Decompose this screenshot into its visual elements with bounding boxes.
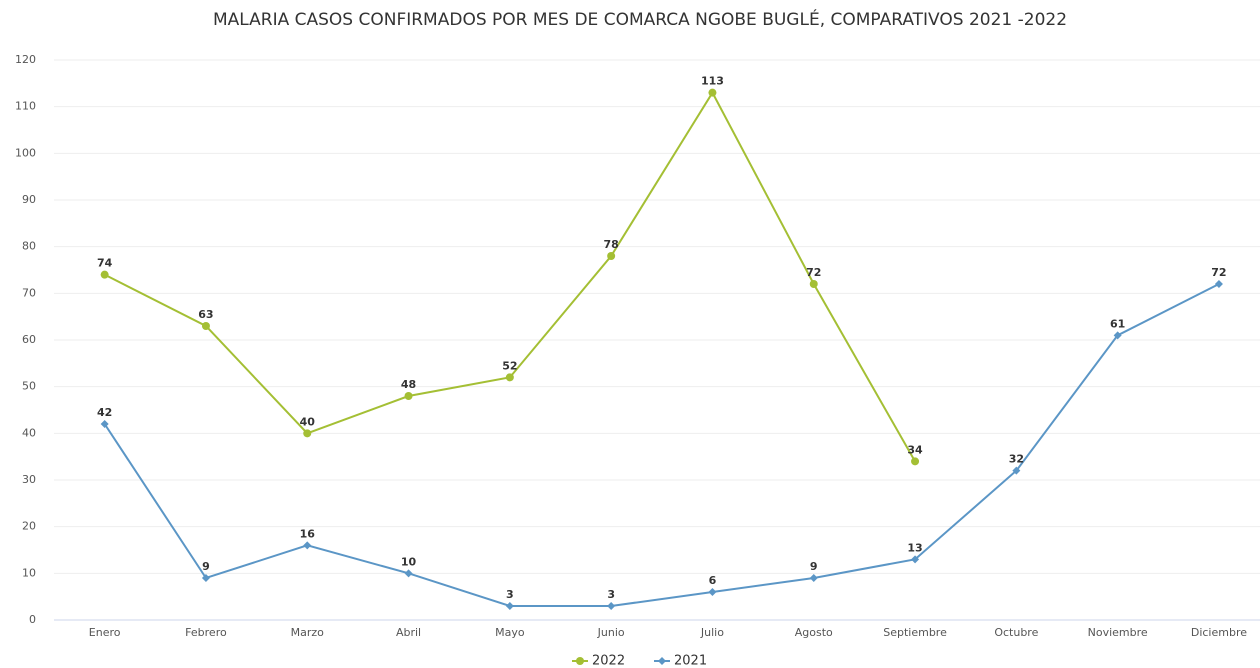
- x-tick-label: Mayo: [495, 626, 525, 639]
- series-line: [103, 283, 1220, 607]
- data-label: 32: [1009, 453, 1024, 466]
- y-tick-label: 110: [15, 100, 36, 113]
- data-label: 72: [1211, 266, 1226, 279]
- data-label: 16: [300, 527, 316, 540]
- point: [201, 574, 210, 582]
- chart-title: MALARIA CASOS CONFIRMADOS POR MES DE COM…: [213, 8, 1067, 30]
- x-tick-label: Julio: [700, 626, 724, 639]
- point: [404, 569, 413, 578]
- point: [911, 457, 920, 466]
- data-label: 78: [603, 238, 618, 251]
- data-label: 13: [907, 541, 922, 554]
- point: [100, 420, 109, 428]
- y-tick-label: 30: [22, 473, 36, 486]
- point: [607, 252, 616, 260]
- point: [809, 280, 818, 288]
- point: [1113, 331, 1122, 340]
- point: [708, 88, 717, 97]
- x-tick-label: Abril: [396, 626, 421, 639]
- point: [1214, 280, 1223, 288]
- point: [607, 602, 616, 610]
- x-tick-label: Junio: [597, 626, 625, 639]
- legend-marker: [576, 657, 584, 665]
- data-label: 6: [709, 574, 717, 587]
- data-label: 9: [202, 560, 210, 573]
- point: [303, 429, 312, 438]
- point: [404, 392, 413, 400]
- data-label: 48: [401, 378, 416, 391]
- y-tick-label: 50: [22, 380, 36, 393]
- point: [303, 541, 312, 550]
- y-tick-label: 80: [22, 240, 36, 253]
- data-label: 40: [300, 415, 316, 428]
- data-label: 3: [506, 588, 514, 601]
- data-label: 113: [701, 75, 724, 88]
- x-tick-label: Febrero: [185, 626, 227, 639]
- point: [505, 602, 514, 610]
- x-tick-label: Enero: [89, 626, 121, 639]
- y-tick-label: 100: [15, 146, 36, 159]
- x-tick-label: Diciembre: [1191, 626, 1247, 639]
- data-label: 74: [97, 257, 113, 270]
- point: [100, 270, 109, 279]
- data-label: 9: [810, 560, 818, 573]
- data-label: 42: [97, 406, 112, 419]
- data-label: 52: [502, 359, 517, 372]
- data-label: 61: [1110, 317, 1125, 330]
- x-tick-label: Septiembre: [883, 626, 947, 639]
- point: [911, 555, 920, 564]
- y-tick-label: 70: [22, 286, 36, 299]
- x-tick-label: Agosto: [795, 626, 833, 639]
- y-tick-label: 10: [22, 566, 36, 579]
- point: [708, 588, 717, 596]
- legend-label: 2021: [674, 654, 707, 668]
- data-label: 63: [198, 308, 213, 321]
- legend-marker: [658, 657, 666, 665]
- point: [1012, 466, 1021, 475]
- y-tick-label: 90: [22, 193, 36, 206]
- data-label: 72: [806, 266, 821, 279]
- data-label: 10: [401, 555, 417, 568]
- x-tick-label: Marzo: [291, 626, 325, 639]
- point: [505, 373, 514, 382]
- x-tick-label: Noviembre: [1088, 626, 1148, 639]
- data-label: 3: [607, 588, 615, 601]
- legend-label: 2022: [592, 654, 625, 668]
- point: [809, 574, 818, 582]
- y-tick-label: 60: [22, 333, 36, 346]
- x-tick-label: Octubre: [994, 626, 1038, 639]
- data-label: 34: [907, 443, 923, 456]
- y-tick-label: 40: [22, 426, 36, 439]
- series-line: [104, 90, 916, 462]
- point: [201, 322, 210, 330]
- y-tick-label: 0: [29, 613, 36, 626]
- y-tick-label: 20: [22, 520, 36, 533]
- y-tick-label: 120: [15, 53, 36, 66]
